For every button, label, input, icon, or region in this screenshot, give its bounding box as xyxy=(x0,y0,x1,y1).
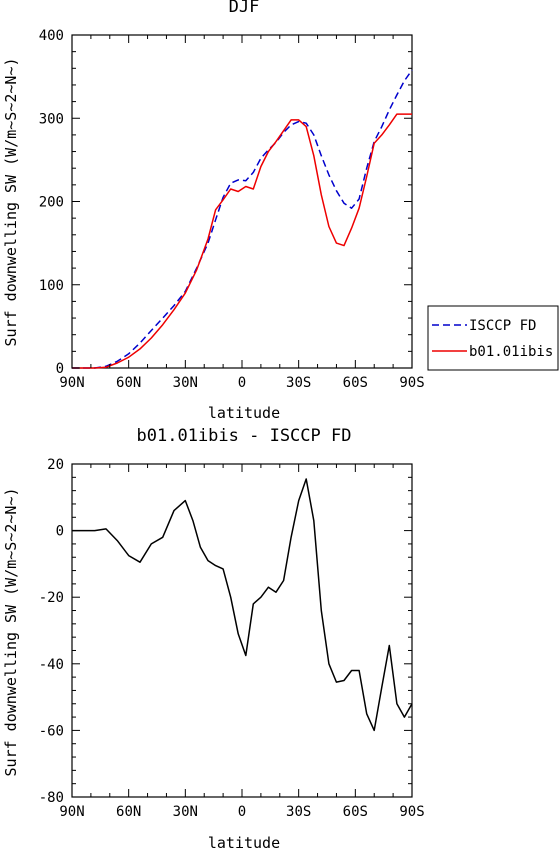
top-y-axis-title: Surf downwelling SW (W/m~S~2~N~) xyxy=(2,58,20,347)
bottom-y-axis-title: Surf downwelling SW (W/m~S~2~N~) xyxy=(2,488,20,777)
legend-label-b01-01ibis: b01.01ibis xyxy=(469,344,553,360)
top-x-tick-label: 60S xyxy=(343,375,368,391)
bottom-x-tick-label: 90S xyxy=(399,804,424,820)
top-x-tick-label: 90N xyxy=(59,375,84,391)
top-x-tick-label: 60N xyxy=(116,375,141,391)
bottom-plot-frame xyxy=(71,463,413,798)
top-series-line-b01-01ibis xyxy=(72,113,412,369)
bottom-x-tick-label: 90N xyxy=(59,804,84,820)
bottom-ticks-group: 90N 60N 30N 0 30S 60S 90S -80 -60 -40 -20 0 20 xyxy=(39,457,425,820)
bottom-chart: b01.01ibis - ISCCP FD 90N 60N 30N 0 30S 60S 90… xyxy=(2,426,425,851)
top-legend: ISCCP FD b01.01ibis xyxy=(427,305,559,371)
legend-box xyxy=(427,305,559,371)
top-x-tick-label: 90S xyxy=(399,375,424,391)
top-y-tick-label: 100 xyxy=(39,278,64,294)
top-x-tick-label: 30N xyxy=(173,375,198,391)
bottom-y-tick-label: 20 xyxy=(47,457,64,473)
top-y-tick-label: 0 xyxy=(56,361,64,377)
top-x-tick-label: 0 xyxy=(238,375,246,391)
bottom-y-tick-label: -60 xyxy=(39,723,64,739)
top-series-group xyxy=(72,69,413,369)
bottom-x-tick-label: 30N xyxy=(173,804,198,820)
bottom-y-tick-label: -80 xyxy=(39,790,64,806)
top-y-tick-label: 200 xyxy=(39,195,64,211)
legend-label-isccp-fd: ISCCP FD xyxy=(469,318,536,334)
top-chart: DJF 90N 60N 30N 0 30S 60S 90S 0 100 200 300 400 lat… xyxy=(2,0,559,422)
bottom-y-tick-label: -40 xyxy=(39,657,64,673)
bottom-x-axis-title: latitude xyxy=(208,834,280,851)
bottom-x-tick-label: 60N xyxy=(116,804,141,820)
bottom-series-line-0 xyxy=(72,478,413,732)
bottom-x-tick-label: 30S xyxy=(286,804,311,820)
bottom-chart-title: b01.01ibis - ISCCP FD xyxy=(137,426,352,446)
bottom-series-group xyxy=(72,478,413,732)
top-chart-title: DJF xyxy=(229,0,260,17)
bottom-y-tick-label: -20 xyxy=(39,590,64,606)
bottom-plot-border xyxy=(71,463,413,798)
bottom-y-tick-label: 0 xyxy=(56,524,64,540)
bottom-x-tick-label: 60S xyxy=(343,804,368,820)
top-series-line-isccp-fd xyxy=(72,69,413,369)
top-y-tick-label: 400 xyxy=(39,28,64,44)
top-y-tick-label: 300 xyxy=(39,111,64,127)
top-x-tick-label: 30S xyxy=(286,375,311,391)
bottom-x-tick-label: 0 xyxy=(238,804,246,820)
top-ticks-group: 90N 60N 30N 0 30S 60S 90S 0 100 200 300 400 xyxy=(39,28,425,391)
top-x-axis-title: latitude xyxy=(208,404,280,422)
